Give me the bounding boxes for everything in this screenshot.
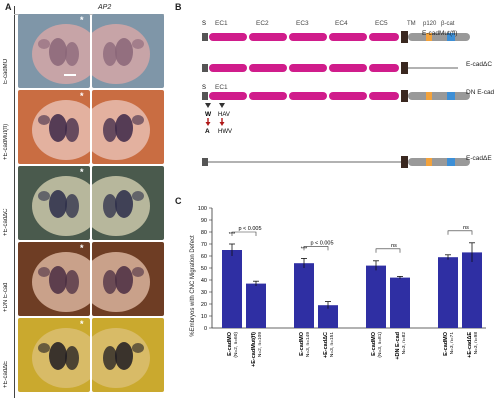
significance-stars: *** — [301, 246, 308, 252]
domain-label-ec1: EC1 — [215, 20, 228, 27]
x-category-sublabel: N=2, n=109 — [257, 332, 263, 357]
x-category-sublabel: N=3, n=71 — [449, 332, 455, 355]
p-value-label: p < 0.005 — [310, 240, 333, 246]
row-label: +DN E-cad — [3, 282, 9, 312]
significance-bracket — [375, 248, 401, 253]
embryo-photo-left — [18, 242, 90, 316]
domain-label-ec2: EC2 — [256, 20, 269, 27]
y-tick-label: 20 — [201, 302, 207, 308]
y-tick-label: 10 — [201, 314, 207, 320]
panel-a-header: AP2 — [98, 4, 112, 11]
bar — [462, 252, 482, 328]
domain-label-bcat: β-cat — [441, 21, 455, 27]
row-label: +E-cadΔC — [3, 208, 9, 236]
construct-label-delta-e: E-cadΔE — [466, 155, 492, 162]
x-category-sublabel: N=3, n=151 — [329, 332, 335, 357]
x-category-label: E-cadMO — [227, 331, 233, 356]
bar — [390, 277, 410, 328]
embryo-photo-right — [92, 14, 164, 88]
x-category-sublabel: N=3, n=82 — [401, 332, 407, 355]
construct-dn-ecad: S EC1 W HAV A HWV — [202, 84, 470, 135]
embryo-photo-left — [18, 318, 90, 392]
y-tick-label: 40 — [201, 278, 207, 284]
y-tick-label: 90 — [201, 218, 207, 224]
construct-label-full: E-cadMut(fl) — [422, 30, 458, 37]
construct-label-delta-c: E-cadΔC — [466, 61, 493, 68]
p-value-label: ns — [463, 225, 469, 231]
row-star-marker: * — [80, 167, 84, 177]
x-category-label: +E-cadMut(fl) — [251, 332, 257, 367]
embryo-photo-left — [18, 166, 90, 240]
bar — [222, 250, 242, 328]
y-tick-label: 30 — [201, 290, 207, 296]
x-category-label: +E-cadΔC — [323, 332, 329, 358]
x-category-label: +E-cadΔE — [467, 332, 473, 358]
significance-bracket — [447, 230, 473, 235]
construct-delta-c — [202, 62, 458, 74]
p-value-label: p < 0.005 — [238, 226, 261, 232]
y-tick-label: 100 — [198, 206, 207, 212]
y-tick-label: 0 — [204, 326, 207, 332]
dn-signal-label: S — [202, 85, 206, 91]
mutation-a-label: A — [205, 128, 210, 135]
mutation-w-label: W — [205, 111, 212, 118]
x-category-sublabel: N=3, n=149 — [305, 332, 311, 357]
construct-full-length — [202, 31, 470, 43]
x-category-label: +DN E-cad — [395, 332, 401, 360]
domain-label-ec4: EC4 — [335, 20, 348, 27]
x-category-sublabel: (N=3, n=81) — [377, 332, 383, 358]
construct-label-dn: DN E-cad — [466, 89, 495, 96]
scale-bar — [64, 74, 76, 76]
row-star-marker: * — [80, 15, 84, 25]
row-label: E-cadMO — [3, 58, 9, 84]
domain-label-tm: TM — [407, 21, 416, 27]
x-category-label: E-cadMO — [371, 331, 377, 356]
embryo-photo-left — [18, 14, 90, 88]
domain-label-ec5: EC5 — [375, 20, 388, 27]
construct-delta-e — [202, 156, 470, 168]
embryo-photo-left — [18, 90, 90, 164]
domain-label-ec3: EC3 — [296, 20, 309, 27]
bar — [318, 305, 338, 328]
x-category-sublabel: N=3, n=98 — [473, 332, 479, 355]
construct-diagram: S EC1 EC2 EC3 EC4 EC5 TM p120 β-cat S EC… — [202, 20, 470, 168]
dn-ec1-label: EC1 — [215, 84, 228, 91]
p-value-label: ns — [391, 243, 397, 249]
embryo-photo-right — [92, 242, 164, 316]
y-tick-label: 80 — [201, 230, 207, 236]
y-tick-label: 50 — [201, 266, 207, 272]
panel-a-letter: A — [5, 2, 12, 12]
bar — [246, 283, 266, 328]
embryo-photo-right — [92, 318, 164, 392]
x-category-label: E-cadMO — [443, 331, 449, 356]
mutation-hwv-label: HWV — [218, 129, 232, 135]
row-label: +E-cadΔE — [3, 360, 9, 388]
bar — [294, 263, 314, 328]
bar — [366, 265, 386, 328]
embryo-photo-right — [92, 166, 164, 240]
signal-header-label: S — [202, 21, 206, 27]
domain-label-p120: p120 — [423, 21, 437, 27]
row-label: +E-cadMut(fl) — [3, 123, 9, 160]
panel-c-letter: C — [175, 196, 182, 206]
x-category-label: E-cadMO — [299, 331, 305, 356]
x-category-sublabel: (N=2, n=60) — [233, 332, 239, 358]
y-tick-label: 60 — [201, 254, 207, 260]
panel-a-bracket — [14, 6, 15, 398]
row-star-marker: * — [80, 319, 84, 329]
panel-b-letter: B — [175, 2, 182, 12]
row-star-marker: * — [80, 243, 84, 253]
y-tick-label: 70 — [201, 242, 207, 248]
bar — [438, 257, 458, 328]
mutation-hav-label: HAV — [218, 112, 230, 118]
significance-bracket — [303, 246, 329, 251]
embryo-photo-right — [92, 90, 164, 164]
significance-stars: *** — [229, 232, 236, 238]
significance-bracket — [231, 231, 257, 236]
row-star-marker: * — [80, 91, 84, 101]
